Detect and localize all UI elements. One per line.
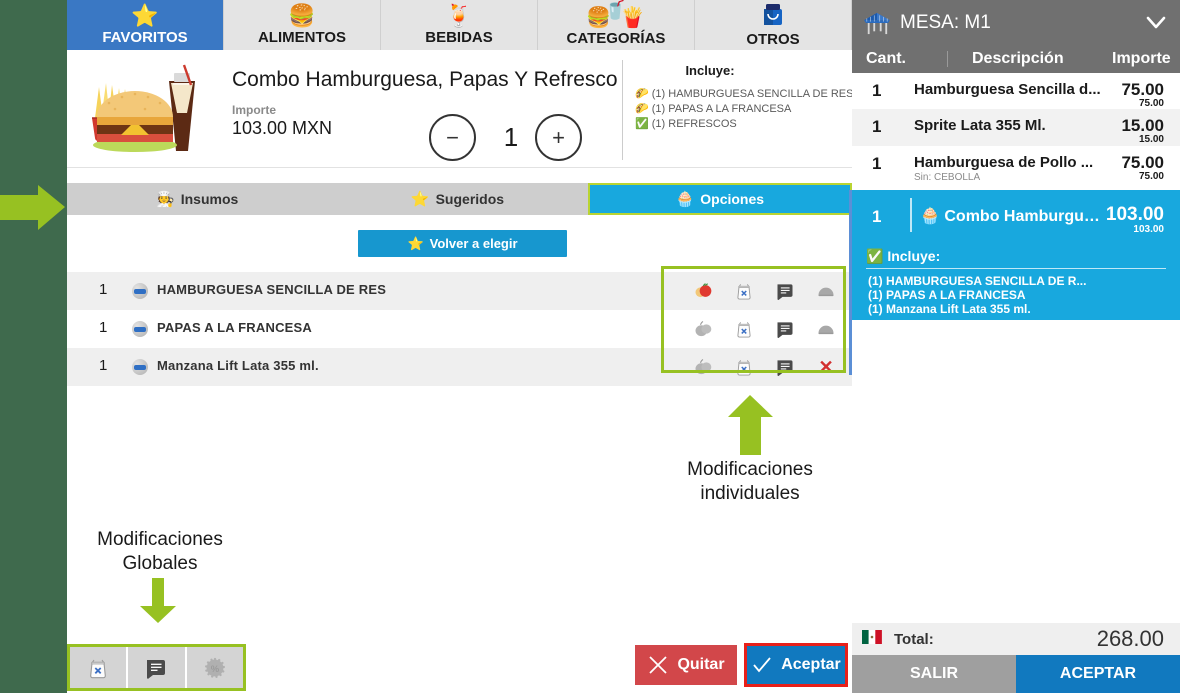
svg-text:%: % <box>211 664 220 675</box>
